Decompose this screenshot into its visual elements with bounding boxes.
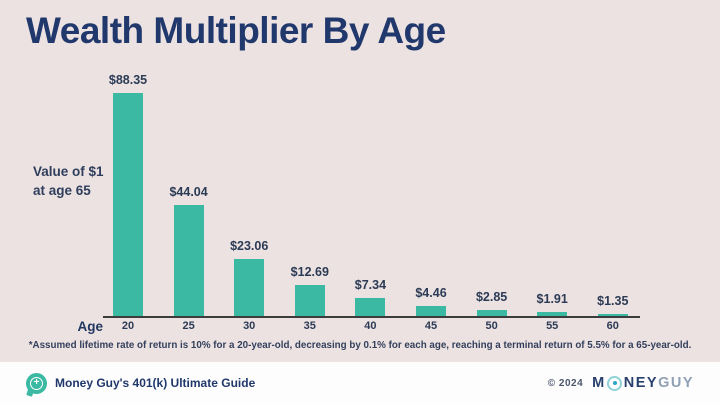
x-tick-label: 30 [243, 320, 256, 332]
brand-letter-m: M [592, 375, 606, 391]
bar-age-50 [476, 309, 507, 317]
x-tick-label: 20 [121, 320, 135, 332]
x-tick-label: 25 [182, 320, 195, 332]
brand-letters-ney: NEY [623, 375, 659, 391]
bar-value-label: $88.35 [108, 73, 148, 87]
plus-icon: + [30, 376, 43, 390]
x-tick-label: 60 [606, 320, 619, 332]
bar-age-45 [416, 305, 446, 317]
bar-value-label: $2.85 [475, 289, 508, 304]
footnote: *Assumed lifetime rate of return is 10% … [28, 340, 692, 351]
bar-age-25 [173, 205, 204, 317]
bar-value-label: $44.04 [169, 185, 208, 200]
x-tick-label: 40 [364, 320, 377, 332]
bar-age-35 [294, 284, 325, 317]
brand-o-target-icon [607, 375, 623, 391]
bar-age-40 [355, 298, 386, 317]
x-tick-label: 50 [485, 320, 498, 332]
bar-value-label: $12.69 [290, 264, 329, 279]
x-tick-label: 55 [546, 320, 559, 332]
copyright-text: © 2024 [547, 377, 584, 389]
bar-age-30 [234, 258, 265, 317]
x-axis-title: Age [77, 319, 103, 334]
x-axis-line [103, 316, 640, 318]
moneyguy-logo: M NEY GUY [592, 375, 694, 391]
bar-age-60 [597, 313, 628, 317]
brand-letters-guy: GUY [658, 375, 694, 391]
money-guy-bubble-icon: + [26, 372, 47, 394]
x-tick-label: 35 [303, 320, 316, 332]
bar-value-label: $7.34 [354, 278, 387, 293]
footer-guide-title: Money Guy's 401(k) Ultimate Guide [55, 376, 256, 390]
footer-left: + Money Guy's 401(k) Ultimate Guide [26, 372, 256, 394]
value-axis-annotation-line2: at age 65 [33, 182, 91, 198]
value-axis-annotation: Value of $1 at age 65 [33, 163, 104, 201]
footer-bar: + Money Guy's 401(k) Ultimate Guide © 20… [0, 362, 720, 404]
bar-age-55 [537, 312, 568, 317]
page-title: Wealth Multiplier By Age [26, 10, 446, 51]
value-axis-annotation-line1: Value of $1 [33, 164, 104, 179]
bar-value-label: $1.35 [597, 293, 629, 308]
bar-value-label: $4.46 [415, 285, 447, 300]
bar-chart: $88.35 $44.04 $23.06 $12.69 $7.34 $4.46 $2.85 $… [108, 73, 629, 317]
footer-right: © 2024 M NEY GUY [548, 375, 694, 391]
bar-value-label: $23.06 [230, 238, 269, 253]
bar-age-20 [113, 93, 143, 317]
bar-value-label: $1.91 [536, 292, 568, 307]
x-tick-label: 45 [424, 320, 438, 332]
